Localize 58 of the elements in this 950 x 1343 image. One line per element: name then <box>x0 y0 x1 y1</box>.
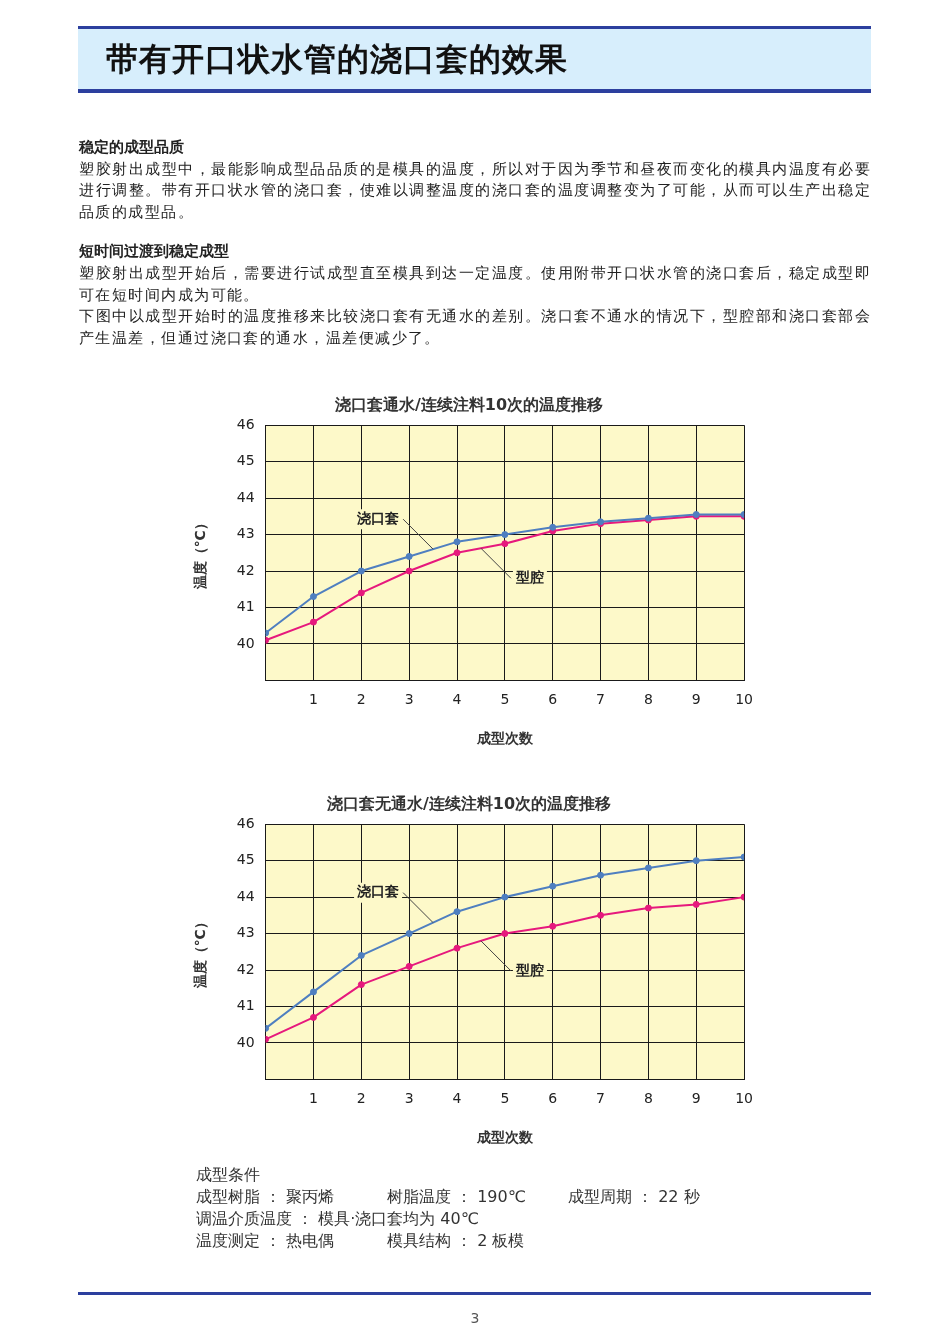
y-tick-label: 41 <box>236 598 255 615</box>
text: 下图中以成型开始时的温度推移来比较浇口套有无通水的差别。浇口套不通水的情况下，型腔部和浇口套部会产生温差，但通过浇口套的通水，温差便减少了。 <box>79 306 871 349</box>
text: 调温介质温度 ： 模具·浇口套均为 40℃ <box>196 1208 480 1231</box>
text: 短时间过渡到稳定成型 <box>79 241 230 263</box>
y-tick-label: 45 <box>236 851 255 868</box>
x-tick-label: 3 <box>404 691 414 708</box>
x-tick-label: 3 <box>404 1090 414 1107</box>
y-tick-label: 42 <box>236 562 255 579</box>
y-tick-label: 40 <box>236 634 255 651</box>
text: 浇口套 <box>356 883 400 900</box>
x-tick-label: 6 <box>548 1090 558 1107</box>
text: 成型周期 ： 22 秒 <box>568 1186 701 1209</box>
text: 稳定的成型品质 <box>79 137 185 158</box>
x-tick-label: 7 <box>596 691 606 708</box>
y-tick-label: 44 <box>236 489 255 506</box>
text: 成型树脂 ： 聚丙烯 <box>196 1186 336 1209</box>
text: 3 <box>470 1310 480 1327</box>
x-tick-label: 5 <box>500 691 510 708</box>
y-tick-label: 46 <box>236 416 255 433</box>
y-tick-label: 44 <box>236 888 255 905</box>
x-tick-label: 8 <box>643 1090 653 1107</box>
chart-title: 浇口套无通水/连续注料10次的温度推移 <box>325 794 612 814</box>
text: 模具结构 ： 2 板模 <box>387 1230 526 1253</box>
text: 带有开口状水管的浇口套的效果 <box>105 39 568 80</box>
x-tick-label: 1 <box>309 691 318 708</box>
y-tick-label: 43 <box>236 525 255 542</box>
text: 塑胶射出成型开始后，需要进行试成型直至模具到达一定温度。使用附带开口状水管的浇口套后，稳定成型即可在短时间内成为可能。 <box>79 262 871 306</box>
y-tick-label: 43 <box>236 924 255 941</box>
x-axis-title: 成型次数 <box>475 1129 534 1146</box>
x-tick-label: 6 <box>548 691 558 708</box>
x-tick-label: 9 <box>691 1090 701 1107</box>
y-tick-label: 40 <box>236 1033 255 1050</box>
x-tick-label: 8 <box>643 691 653 708</box>
y-tick-label: 46 <box>236 815 255 832</box>
x-tick-label: 9 <box>691 691 701 708</box>
x-tick-label: 4 <box>452 1090 462 1107</box>
x-tick-label: 10 <box>735 1090 754 1107</box>
text: 塑胶射出成型中，最能影响成型品品质的是模具的温度，所以对于因为季节和昼夜而变化的模具内温度有必要进行调整。带有开口状水管的浇口套，使难以调整温度的浇口套的温度调整变为了可能，从而可以生产出稳定品质的成型品。 <box>79 158 871 223</box>
x-axis-title: 成型次数 <box>475 730 534 747</box>
text: 成型条件 <box>196 1164 261 1187</box>
text: 温度测定 ： 热电偶 <box>196 1230 336 1253</box>
text: 浇口套 <box>356 510 400 527</box>
text: 树脂温度 ： 190℃ <box>387 1186 527 1209</box>
chart-title: 浇口套通水/连续注料10次的温度推移 <box>333 395 604 415</box>
series-label: 型腔 <box>514 961 544 978</box>
y-tick-label: 45 <box>236 452 255 469</box>
x-tick-label: 4 <box>452 691 462 708</box>
x-tick-label: 5 <box>500 1090 510 1107</box>
x-tick-label: 2 <box>356 691 366 708</box>
y-axis-title: 温度（℃） <box>192 915 209 990</box>
x-tick-label: 7 <box>596 1090 606 1107</box>
y-axis-title: 温度（℃） <box>192 516 209 591</box>
x-tick-label: 2 <box>356 1090 366 1107</box>
x-tick-label: 10 <box>735 691 754 708</box>
x-tick-label: 1 <box>309 1090 318 1107</box>
series-label: 型腔 <box>514 569 544 586</box>
y-tick-label: 42 <box>236 961 255 978</box>
y-tick-label: 41 <box>236 997 255 1014</box>
